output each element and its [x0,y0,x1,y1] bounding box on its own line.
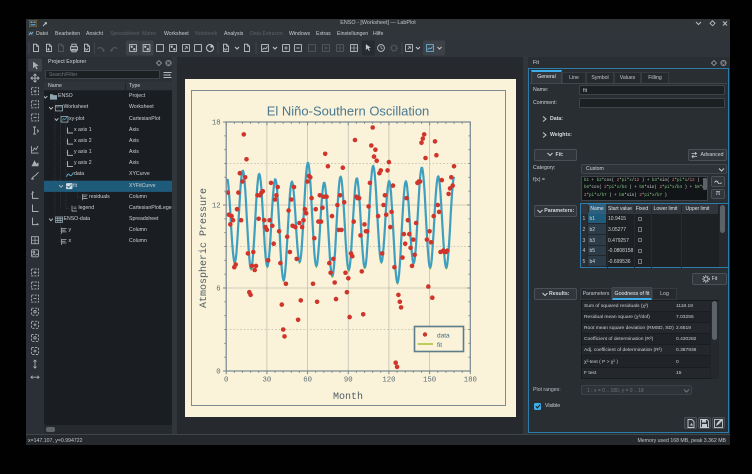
svg-text:30: 30 [263,377,272,385]
svg-text:180: 180 [464,377,477,385]
svg-text:12: 12 [212,203,221,211]
svg-text:150: 150 [423,377,436,385]
svg-text:El Niño-Southern Oscillation: El Niño-Southern Oscillation [267,104,430,119]
svg-text:fit: fit [437,342,442,349]
svg-text:Month: Month [333,391,363,403]
svg-text:120: 120 [382,377,395,385]
svg-text:data: data [437,333,450,340]
svg-text:0: 0 [224,377,228,385]
svg-text:Atmospheric Pressure: Atmospheric Pressure [198,188,210,308]
svg-text:6: 6 [216,286,220,294]
svg-text:18: 18 [212,120,221,128]
svg-text:60: 60 [303,377,312,385]
svg-text:0: 0 [216,369,220,377]
svg-text:90: 90 [344,377,353,385]
